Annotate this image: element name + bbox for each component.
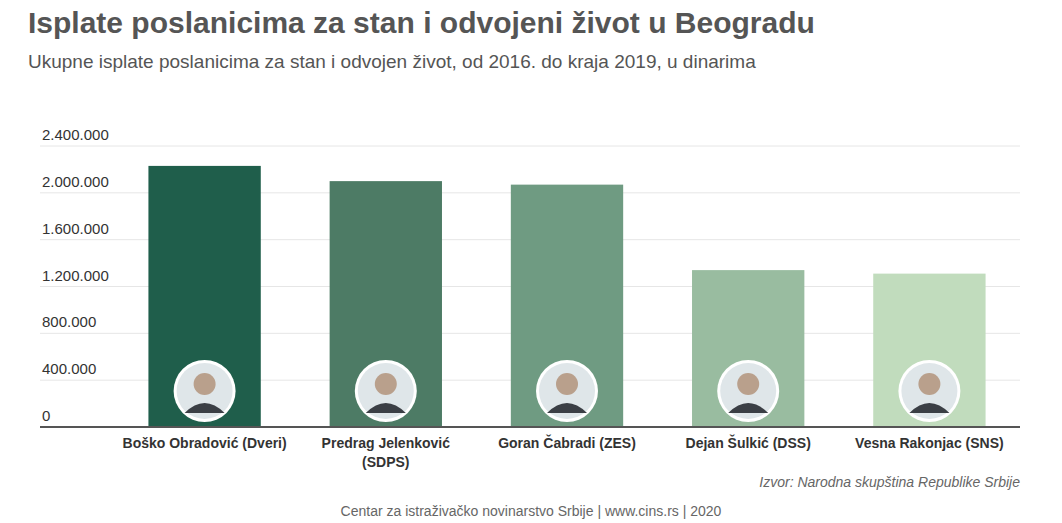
portraits bbox=[174, 360, 961, 422]
y-tick-label: 2.000.000 bbox=[42, 173, 109, 190]
portrait-frame bbox=[355, 360, 417, 422]
source: Izvor: Narodna skupština Republike Srbij… bbox=[759, 474, 1020, 490]
portrait-bg bbox=[720, 363, 776, 419]
portrait-bg bbox=[358, 363, 414, 419]
portrait-frame bbox=[174, 360, 236, 422]
y-tick-label: 0 bbox=[42, 407, 50, 424]
portrait-head bbox=[375, 373, 397, 395]
bar bbox=[692, 270, 804, 427]
portrait-head bbox=[556, 373, 578, 395]
x-tick-label: Goran Čabradi (ZES) bbox=[498, 434, 636, 451]
portrait-head bbox=[194, 373, 216, 395]
portrait-bg bbox=[539, 363, 595, 419]
portrait-frame bbox=[898, 360, 960, 422]
chart: Isplate poslanicima za stan i odvojeni ž… bbox=[0, 0, 1062, 523]
portrait-body bbox=[909, 403, 949, 413]
portrait-frame bbox=[536, 360, 598, 422]
portrait-frame bbox=[717, 360, 779, 422]
x-tick-label: Boško Obradović (Dveri) bbox=[123, 435, 287, 451]
x-labels: Boško Obradović (Dveri) Predrag Jelenkovi… bbox=[123, 434, 1004, 470]
portrait-bg bbox=[901, 363, 957, 419]
subtitle: Ukupne isplate poslanicima za stan i odv… bbox=[28, 51, 756, 72]
bar bbox=[511, 185, 623, 427]
title: Isplate poslanicima za stan i odvojeni ž… bbox=[28, 6, 815, 39]
grid-line bbox=[40, 146, 1020, 147]
x-axis-line bbox=[40, 426, 1020, 428]
x-tick-label: Predrag Jelenković(SDPS) bbox=[322, 435, 451, 470]
portrait-body bbox=[728, 403, 768, 413]
y-tick-label: 1.200.000 bbox=[42, 267, 109, 284]
y-tick-label: 1.600.000 bbox=[42, 220, 109, 237]
portrait-head bbox=[737, 373, 759, 395]
portrait-bg bbox=[177, 363, 233, 419]
x-tick-label: Dejan Šulkić (DSS) bbox=[686, 434, 811, 451]
bar bbox=[148, 166, 260, 427]
bar bbox=[330, 181, 442, 427]
portrait-head bbox=[918, 373, 940, 395]
portrait-body bbox=[547, 403, 587, 413]
bar bbox=[873, 274, 985, 427]
portrait-body bbox=[185, 403, 225, 413]
portrait-body bbox=[366, 403, 406, 413]
y-tick-label: 800.000 bbox=[42, 313, 96, 330]
bars bbox=[148, 166, 985, 427]
y-tick-label: 2.400.000 bbox=[42, 126, 109, 143]
x-tick-label: Vesna Rakonjac (SNS) bbox=[855, 435, 1004, 451]
y-tick-label: 400.000 bbox=[42, 360, 96, 377]
footer: Centar za istraživačko novinarstvo Srbij… bbox=[341, 503, 722, 519]
